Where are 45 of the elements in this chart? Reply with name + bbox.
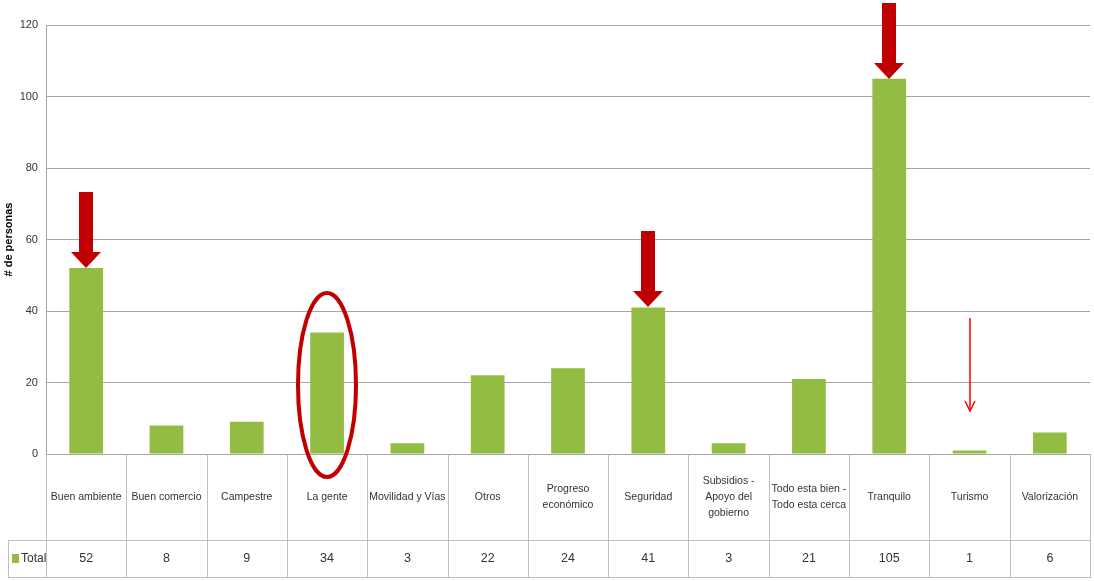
data-label: 21 bbox=[801, 551, 816, 566]
y-tick-label: 0 bbox=[31, 447, 38, 460]
bar bbox=[390, 443, 425, 454]
data-label: 24 bbox=[561, 551, 575, 566]
x-tick-label: Tranquilo bbox=[867, 489, 912, 502]
y-tick-label: 20 bbox=[25, 375, 38, 388]
y-tick-label: 120 bbox=[19, 18, 38, 31]
x-tick-label: Valorización bbox=[1021, 489, 1079, 502]
data-label: 34 bbox=[320, 551, 335, 566]
x-tick-label: Buen comercio bbox=[131, 489, 202, 502]
bar bbox=[551, 368, 585, 454]
bar bbox=[952, 450, 987, 454]
x-tick-label: Todo esta bien - Todo esta cerca bbox=[771, 481, 847, 510]
x-tick-label: Campestre bbox=[221, 489, 273, 502]
y-tick-label: 80 bbox=[25, 161, 38, 174]
data-label: 1 bbox=[966, 551, 974, 566]
x-tick-label: Seguridad bbox=[624, 489, 673, 502]
y-tick-label: 40 bbox=[25, 304, 38, 317]
bar bbox=[310, 332, 344, 454]
x-tick-label: Subsidios - Apoyo del gobierno bbox=[702, 473, 756, 518]
bar bbox=[1032, 432, 1067, 454]
bar bbox=[792, 378, 826, 454]
data-label: 3 bbox=[725, 551, 733, 566]
data-label: 3 bbox=[403, 551, 411, 566]
x-tick-label: Buen ambiente bbox=[50, 489, 122, 502]
legend-label: Total bbox=[21, 551, 47, 566]
x-tick-label: Progreso económico bbox=[542, 481, 594, 510]
x-tick-label: Otros bbox=[474, 489, 501, 502]
data-label: 41 bbox=[641, 551, 656, 566]
data-label: 52 bbox=[79, 551, 94, 566]
bar bbox=[711, 443, 746, 454]
y-axis-title: # de personas bbox=[1, 202, 14, 277]
data-label: 6 bbox=[1046, 551, 1054, 566]
data-label: 8 bbox=[162, 551, 170, 566]
data-label: 105 bbox=[878, 551, 900, 566]
x-tick-label: Turismo bbox=[950, 489, 989, 502]
bar bbox=[470, 375, 505, 454]
bar bbox=[149, 425, 184, 454]
data-label: 9 bbox=[243, 551, 251, 566]
x-tick-label: La gente bbox=[306, 489, 348, 502]
x-tick-label: Movilidad y Vías bbox=[369, 489, 446, 502]
y-tick-label: 100 bbox=[19, 89, 38, 102]
y-tick-label: 60 bbox=[25, 232, 38, 245]
data-label: 22 bbox=[480, 551, 495, 566]
bar bbox=[229, 421, 264, 454]
